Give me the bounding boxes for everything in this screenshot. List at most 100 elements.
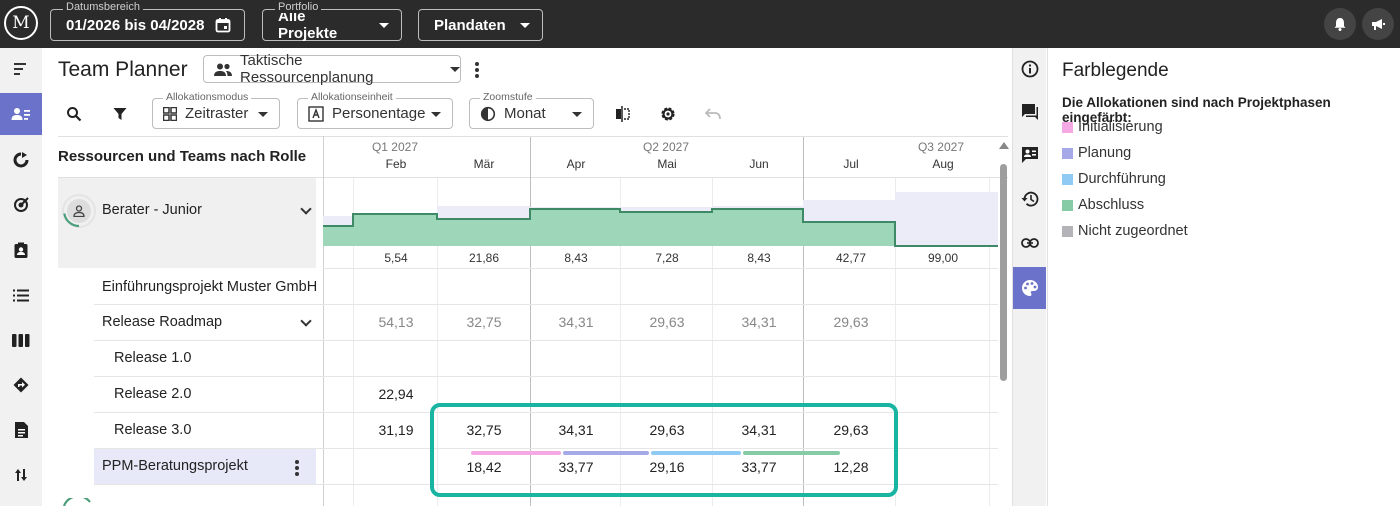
nav-team-planner[interactable] [0,93,42,135]
project-row-label[interactable]: Release 1.0 [114,350,192,366]
search-icon[interactable] [64,104,84,124]
date-range-field[interactable]: Datumsbereich 01/2026 bis 04/2028 [50,1,245,41]
month-header: Jul [843,157,859,171]
announcements-button[interactable] [1362,8,1394,40]
rail-info[interactable] [1013,48,1046,90]
month-header: Mär [473,157,495,171]
assignment-icon [14,242,28,258]
comment-icon [1021,147,1038,163]
rail-links[interactable] [1013,222,1046,264]
document-icon [14,422,28,438]
month-header: Feb [385,157,407,171]
month-divider [353,178,354,506]
resource-row-background [58,178,316,268]
allocation-cell: 29,63 [649,314,685,330]
filter-icon[interactable] [110,104,130,124]
month-header: Jun [749,157,769,171]
legend-item-label: Initialisierung [1078,119,1163,135]
allocation-mode-legend: Allokationsmodus [163,91,252,103]
legend-swatch [1062,225,1073,237]
project-row-label[interactable]: Release Roadmap [102,314,223,330]
zoom-select[interactable]: Zoomstufe Monat [469,91,594,129]
link-icon [1020,238,1039,248]
rail-comments[interactable] [1013,134,1046,176]
project-row-label[interactable]: PPM-Beratungsprojekt [102,458,248,474]
allocation-bar [353,214,437,246]
scroll-up-arrow[interactable] [999,142,1009,149]
nav-refresh[interactable] [0,139,42,181]
rail-color-legend[interactable] [1013,267,1046,309]
legend-item: Durchführung [1062,171,1166,187]
allocation-cell: 33,77 [741,459,777,475]
zoom-level-icon [480,106,496,121]
row-separator [94,484,998,485]
more-options-icon[interactable] [475,62,479,80]
legend-item-label: Planung [1078,145,1132,161]
calendar-icon[interactable] [215,17,231,33]
top-bar: M Datumsbereich 01/2026 bis 04/2028 Port… [0,0,1400,48]
rail-chat[interactable] [1013,91,1046,133]
plan-data-label: Plandaten [434,16,506,34]
allocation-cell: 29,16 [649,459,685,475]
nav-goals[interactable] [0,184,42,226]
allocation-unit-select[interactable]: Allokationseinheit Personentage [297,91,453,129]
quarter-header: Q2 2027 [642,140,690,154]
sort-icon [15,469,27,481]
chevron-down-icon [258,112,268,117]
month-divider [620,178,621,506]
quarter-divider [803,137,804,506]
capacity-value: 8,43 [747,251,771,265]
allocation-mode-value: Zeitraster [185,105,249,122]
project-row-label[interactable]: Release 2.0 [114,386,192,402]
chevron-down-icon[interactable] [300,315,312,327]
megaphone-icon [1372,19,1385,30]
allocation-cell: 12,28 [833,459,869,475]
nav-sort[interactable] [0,454,42,496]
phase-bar-abschluss [743,451,840,455]
bell-icon [1334,18,1346,31]
view-select[interactable]: Taktische Ressourcenplanung [203,52,461,86]
undo-icon[interactable] [703,104,723,124]
row-more-options-icon[interactable] [295,460,299,478]
capacity-value: 99,00 [927,251,959,265]
legend-item: Abschluss [1062,197,1144,213]
date-range-legend: Datumsbereich [63,1,143,13]
row-separator [94,376,998,377]
plan-data-button[interactable]: Plandaten [418,9,543,41]
menu-icon [14,63,26,75]
nav-list[interactable] [0,274,42,316]
nav-roadmap[interactable] [0,364,42,406]
nav-assignments[interactable] [0,229,42,271]
nav-board[interactable] [0,319,42,361]
project-row-label[interactable]: Release 3.0 [114,422,192,438]
notifications-button[interactable] [1324,8,1356,40]
allocation-cell: 29,63 [833,422,869,438]
row-separator [94,304,998,305]
allocation-unit-legend: Allokationseinheit [308,91,396,103]
compare-icon[interactable] [613,104,633,124]
nav-menu[interactable] [0,48,42,90]
person-icon [73,205,85,217]
legend-swatch [1062,147,1073,159]
allocation-bar [620,212,712,246]
nav-documents[interactable] [0,409,42,451]
capacity-value: 5,54 [384,251,408,265]
capacity-area [895,192,998,246]
rail-history[interactable] [1013,178,1046,220]
legend-subtitle: Die Allokationen sind nach Projektphasen… [1062,95,1331,125]
capacity-value: 21,86 [468,251,500,265]
allocation-bar [530,209,620,246]
project-row-label[interactable]: Einführungsprojekt Muster GmbH [102,279,318,295]
settings-gear-icon[interactable] [658,104,678,124]
month-divider [989,178,990,506]
zoom-legend: Zoomstufe [480,91,536,103]
app-logo-text: M [12,13,30,33]
app-logo[interactable]: M [4,6,38,40]
phase-bar-initialisierung [471,451,561,455]
vertical-scrollbar[interactable] [1000,164,1007,381]
allocation-line [323,208,998,247]
portfolio-select[interactable]: Portfolio Alle Projekte [262,1,402,42]
refresh-icon [13,152,29,168]
allocation-mode-select[interactable]: Allokationsmodus Zeitraster [152,91,280,129]
zoom-value: Monat [504,105,546,122]
